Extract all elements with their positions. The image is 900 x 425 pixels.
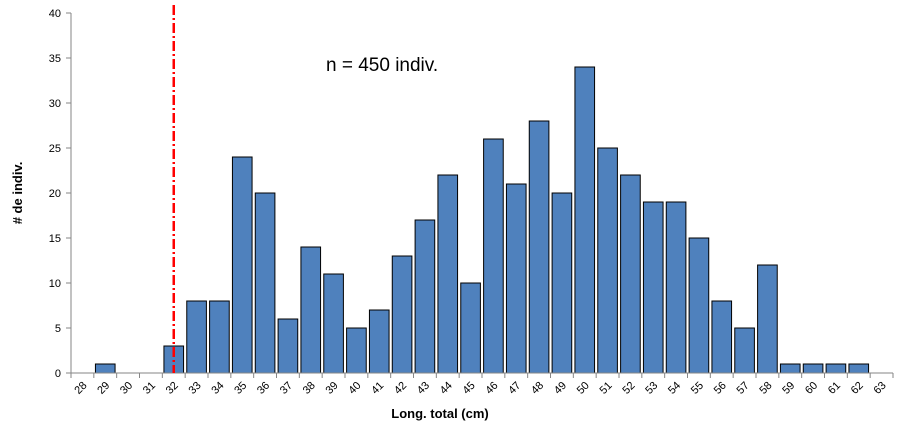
bar-40 bbox=[346, 327, 367, 374]
bar-50 bbox=[574, 66, 596, 374]
y-tick-label-5: 5 bbox=[55, 323, 61, 335]
x-tick-label-29: 29 bbox=[95, 380, 112, 397]
bar-61 bbox=[825, 363, 847, 374]
bar-36 bbox=[254, 192, 276, 374]
bar-62 bbox=[848, 363, 870, 374]
bar-35 bbox=[231, 156, 253, 374]
bar-54 bbox=[665, 201, 687, 374]
x-tick-label-33: 33 bbox=[187, 380, 204, 397]
y-tick-label-40: 40 bbox=[49, 8, 61, 20]
y-tick-label-0: 0 bbox=[55, 368, 61, 380]
x-tick-label-52: 52 bbox=[620, 380, 637, 397]
x-tick-label-47: 47 bbox=[506, 380, 523, 397]
bar-52 bbox=[620, 174, 641, 374]
x-tick-label-40: 40 bbox=[346, 380, 363, 397]
bar-49 bbox=[551, 192, 573, 374]
bar-57 bbox=[734, 327, 755, 374]
x-tick-label-59: 59 bbox=[780, 380, 797, 397]
bar-34 bbox=[209, 300, 230, 374]
bar-38 bbox=[300, 246, 322, 374]
bar-58 bbox=[757, 264, 778, 374]
bar-39 bbox=[323, 273, 344, 374]
x-tick-label-36: 36 bbox=[255, 380, 272, 397]
x-tick-label-50: 50 bbox=[575, 380, 592, 397]
bar-45 bbox=[460, 282, 481, 374]
bar-43 bbox=[414, 219, 436, 374]
bar-47 bbox=[505, 183, 527, 374]
y-tick-label-35: 35 bbox=[49, 53, 61, 65]
bar-59 bbox=[779, 363, 801, 374]
x-tick-label-55: 55 bbox=[689, 380, 706, 397]
y-ticks-group: 0 5 10 15 20 25 30 35 40 bbox=[49, 8, 71, 380]
bar-55 bbox=[688, 237, 710, 374]
x-tick-label-62: 62 bbox=[849, 380, 866, 397]
x-tick-label-38: 38 bbox=[301, 380, 318, 397]
x-tick-label-49: 49 bbox=[552, 380, 569, 397]
y-tick-label-20: 20 bbox=[49, 188, 61, 200]
y-axis-label: # de indiv. bbox=[10, 162, 25, 225]
x-tick-label-63: 63 bbox=[872, 380, 889, 397]
y-tick-label-15: 15 bbox=[49, 233, 61, 245]
y-tick-label-25: 25 bbox=[49, 143, 61, 155]
x-tick-label-39: 39 bbox=[324, 380, 341, 397]
x-tick-label-37: 37 bbox=[278, 380, 295, 397]
bar-29 bbox=[94, 363, 116, 374]
bar-51 bbox=[597, 147, 618, 374]
x-tick-label-41: 41 bbox=[369, 380, 386, 397]
x-tick-label-28: 28 bbox=[72, 380, 89, 397]
bar-42 bbox=[391, 255, 413, 374]
x-tick-label-42: 42 bbox=[392, 380, 409, 397]
bars-group bbox=[94, 66, 870, 374]
sample-size-annotation: n = 450 indiv. bbox=[326, 55, 438, 76]
x-tick-label-53: 53 bbox=[643, 380, 660, 397]
bar-48 bbox=[528, 120, 550, 374]
x-tick-label-61: 61 bbox=[826, 380, 843, 397]
bar-44 bbox=[437, 174, 459, 374]
x-tick-label-56: 56 bbox=[712, 380, 729, 397]
x-tick-label-45: 45 bbox=[461, 380, 478, 397]
y-tick-label-30: 30 bbox=[49, 98, 61, 110]
bar-37 bbox=[277, 318, 299, 374]
x-tick-label-43: 43 bbox=[415, 380, 432, 397]
x-axis-label: Long. total (cm) bbox=[391, 406, 489, 421]
bar-53 bbox=[642, 201, 664, 374]
x-tick-label-44: 44 bbox=[438, 380, 455, 397]
x-tick-label-48: 48 bbox=[529, 380, 546, 397]
x-tick-label-34: 34 bbox=[209, 380, 226, 397]
x-tick-label-60: 60 bbox=[803, 380, 820, 397]
x-tick-label-46: 46 bbox=[483, 380, 500, 397]
x-tick-label-51: 51 bbox=[598, 380, 615, 397]
x-tick-label-35: 35 bbox=[232, 380, 249, 397]
x-ticks-group: 28 29 30 31 32 33 34 35 36 37 38 39 40 41 42 43 44 45 46 47… bbox=[70, 373, 894, 397]
y-tick-label-10: 10 bbox=[49, 278, 61, 290]
bar-33 bbox=[186, 300, 207, 374]
x-tick-label-30: 30 bbox=[118, 380, 135, 397]
x-tick-label-32: 32 bbox=[164, 380, 181, 397]
bar-46 bbox=[483, 138, 504, 374]
bar-60 bbox=[802, 363, 824, 374]
x-tick-label-54: 54 bbox=[666, 380, 683, 397]
x-tick-label-31: 31 bbox=[141, 380, 158, 397]
x-tick-label-57: 57 bbox=[735, 380, 752, 397]
bar-56 bbox=[711, 300, 733, 374]
bar-41 bbox=[368, 309, 390, 374]
x-tick-label-58: 58 bbox=[757, 380, 774, 397]
